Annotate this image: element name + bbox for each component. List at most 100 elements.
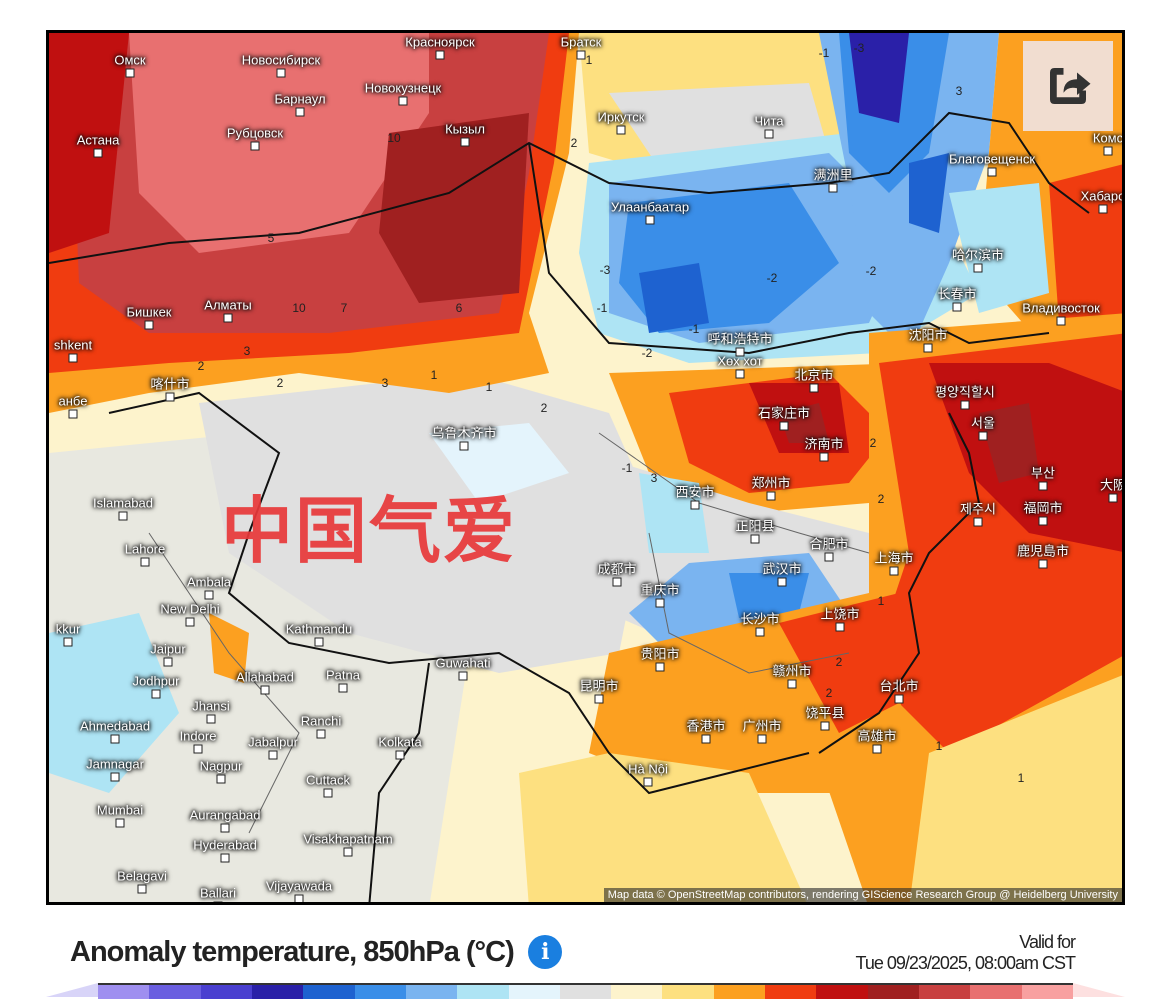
city-label: 서울 [971,415,995,431]
contour-label: 3 [955,84,963,98]
city-marker [819,452,829,462]
city-label: Комс [1092,130,1124,146]
anomaly-map[interactable]: 中国气爱 Омск Новосибирск Барнаул Новокузнецк Кр… [46,30,1125,905]
city-label: Mumbai [96,802,144,818]
city-marker [952,302,962,312]
city-label: 평양직할시 [935,384,995,400]
city-label: Guwahati [435,655,491,671]
contour-label: 10 [292,301,306,315]
temperature-field [49,33,1122,902]
city-label: 上海市 [874,550,914,566]
city-label: Kathmandu [285,621,353,637]
city-label: Jamnagar [86,756,144,772]
city-marker [987,167,997,177]
legend-swatch [354,983,406,999]
city-marker [643,777,653,787]
contour-label: 2 [877,492,885,506]
city-label: New Delhi [160,601,220,617]
share-icon [1050,68,1091,104]
contour-label: 5 [267,231,275,245]
contour-label: 3 [381,376,389,390]
share-button[interactable] [1023,41,1113,131]
legend-swatch [867,983,919,999]
city-marker [204,590,214,600]
contour-label: 2 [835,655,843,669]
contour-label: 6 [455,301,463,315]
city-label: 제주시 [960,501,996,517]
city-marker [735,347,745,357]
city-label: 哈尔滨市 [951,247,1005,263]
city-marker [260,685,270,695]
legend-swatch [1021,983,1073,999]
city-marker [894,694,904,704]
info-icon[interactable]: i [527,935,562,969]
watermark-text: 中国气爱 [221,489,518,573]
contour-label: -1 [596,301,608,315]
city-marker [140,557,150,567]
valid-time: Valid for Tue 09/23/2025, 08:00am CST [856,932,1076,974]
city-marker [690,500,700,510]
title-text: Anomaly temperature, 850hPa (°C) [70,935,515,968]
legend-swatch [457,983,509,999]
city-label: 贵阳市 [640,646,680,662]
city-marker [268,750,278,760]
city-marker [973,517,983,527]
contour-label: -2 [766,271,778,285]
city-marker [118,511,128,521]
legend-low-end [46,983,98,997]
city-marker [777,577,787,587]
contour-label: -1 [688,322,700,336]
city-marker [68,409,78,419]
legend-swatch [303,983,355,999]
city-marker [125,68,135,78]
contour-label: 1 [1017,771,1025,785]
city-marker [764,129,774,139]
city-label: Hà Nội [628,761,668,777]
legend-swatch [919,983,971,999]
city-marker [750,534,760,544]
contour-label: 1 [585,53,593,67]
city-label: 乌鲁木齐市 [431,425,497,441]
city-marker [276,68,286,78]
city-label: Jaipur [150,641,186,657]
city-label: Новосибирск [241,52,321,68]
city-label: Allahabad [236,669,294,685]
city-label: анбе [58,393,88,409]
city-label: 武汉市 [762,561,802,577]
city-label: Jhansi [192,698,230,714]
city-marker [185,617,195,627]
city-marker [576,50,586,60]
city-label: 石家庄市 [757,405,811,421]
city-label: 长沙市 [740,611,780,627]
city-marker [655,598,665,608]
city-label: Belagavi [117,868,167,884]
city-marker [735,369,745,379]
city-marker [923,343,933,353]
city-marker [216,774,226,784]
city-label: 昆明市 [579,678,619,694]
legend-swatch [98,983,150,999]
city-marker [978,431,988,441]
city-marker [250,141,260,151]
city-label: Астана [76,132,120,148]
contour-label: 2 [570,136,578,150]
city-label: Чита [754,113,784,129]
city-label: 香港市 [686,718,726,734]
city-label: 台北市 [879,678,919,694]
city-label: 成都市 [597,561,637,577]
city-label: Бишкек [126,304,172,320]
city-label: 高雄市 [857,728,897,744]
city-label: 福岡市 [1023,500,1063,516]
city-marker [435,50,445,60]
city-marker [1038,516,1048,526]
city-marker [163,657,173,667]
city-marker [872,744,882,754]
contour-label: 1 [485,380,493,394]
city-marker [766,491,776,501]
legend-swatch [149,983,201,999]
city-marker [137,884,147,894]
contour-label: 7 [340,301,348,315]
city-marker [110,734,120,744]
city-marker [63,637,73,647]
city-label: Улаанбаатар [610,199,690,215]
